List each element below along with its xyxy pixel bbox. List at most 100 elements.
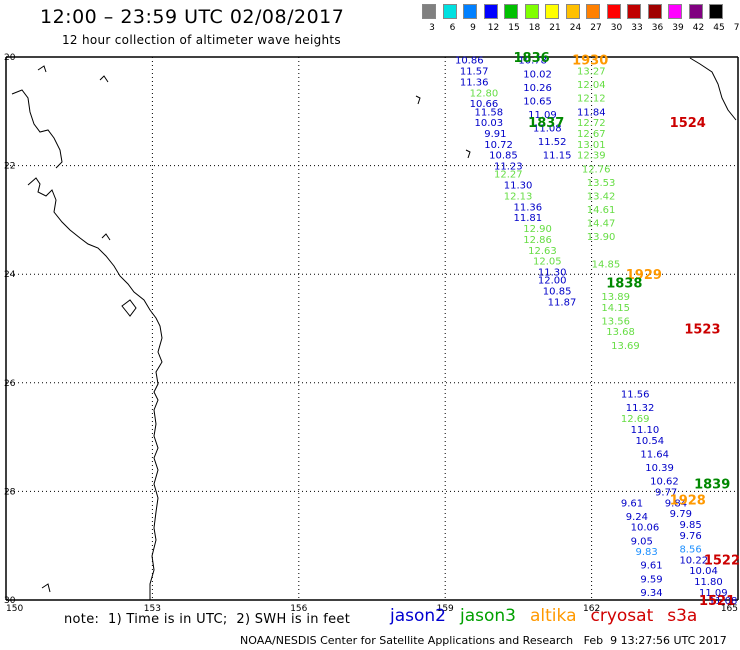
wave-height-value: 10.39: [645, 463, 674, 474]
wave-height-value: 11.08: [533, 124, 562, 135]
lat-tick-label: 20: [4, 53, 16, 63]
coastline-island-4: [101, 233, 111, 241]
wave-height-value: 12.00: [538, 276, 567, 287]
wave-height-value: 10.54: [636, 436, 665, 447]
lat-tick-label: 28: [4, 487, 16, 497]
pass-time-label: 1836: [514, 51, 550, 66]
colorbar-label: 36: [651, 23, 664, 33]
wave-height-value: 11.09: [699, 588, 728, 599]
coastline-island-1: [121, 299, 137, 317]
colorbar-label: 42: [692, 23, 705, 33]
legend-entry-altika: altika: [530, 606, 577, 626]
colorbar-swatch: [463, 4, 477, 19]
wave-height-value: 11.84: [577, 107, 606, 118]
pass-time-label: 1521: [699, 594, 735, 609]
pass-time-label: 1523: [684, 323, 720, 338]
wave-height-value: 12.39: [577, 151, 606, 162]
wave-height-value: 11.58: [474, 107, 503, 118]
wave-height-value: 13.01: [577, 140, 606, 151]
wave-height-value: 11.36: [514, 202, 543, 213]
wave-height-value: 12.12: [577, 94, 606, 105]
colorbar-swatch: [504, 4, 518, 19]
colorbar-label: 30: [610, 23, 623, 33]
wave-height-value: 10.02: [523, 69, 552, 80]
wave-height-value: 10.72: [484, 140, 513, 151]
wave-height-value: 10.22: [679, 555, 708, 566]
wave-height-value: 9.83: [636, 547, 658, 558]
wave-height-value: 12.05: [533, 257, 562, 268]
lat-lon-grid: [5, 56, 739, 601]
wave-height-value: 10.85: [489, 151, 518, 162]
wave-height-value: 12.27: [494, 170, 523, 181]
wave-height-value: 12.67: [577, 129, 606, 140]
legend-entry-cryosat: cryosat: [590, 606, 654, 626]
wave-height-value: 12.86: [523, 235, 552, 246]
wave-height-value: 10.65: [523, 96, 552, 107]
wave-height-value: 10.04: [689, 566, 718, 577]
legend-entry-jason3: jason3: [460, 606, 516, 626]
colorbar-swatch: [627, 4, 641, 19]
wave-height-value: 13.89: [601, 292, 630, 303]
pass-time-label: 1929: [626, 268, 662, 283]
colorbar-swatch: [483, 4, 498, 19]
wave-height-value: 11.10: [631, 425, 660, 436]
colorbar-swatch: [545, 4, 559, 19]
colorbar-label: 3: [429, 23, 435, 33]
lon-tick-label: 150: [6, 604, 23, 614]
colorbar-label: 33: [631, 23, 643, 33]
wave-height-value: 11.80: [694, 577, 723, 588]
pass-time-label: 1838: [606, 276, 642, 291]
wave-height-value: 11.09: [528, 110, 557, 121]
wave-height-value: 9.85: [679, 520, 701, 531]
wave-height-value: 11.30: [504, 181, 533, 192]
wave-height-value: 10.62: [650, 477, 679, 488]
credit-line: NOAA/NESDIS Center for Satellite Applica…: [240, 634, 727, 647]
wave-height-value: 13.69: [611, 341, 640, 352]
colorbar-label: 18: [528, 23, 541, 33]
coastline-island-2: [37, 65, 47, 73]
colorbar-swatch: [668, 4, 682, 19]
colorbar-label: 39: [672, 23, 684, 33]
pass-time-label: 1522: [704, 553, 740, 568]
wave-height-value: 9.59: [640, 574, 662, 585]
pass-time-label: 1837: [528, 116, 564, 131]
wave-height-value: 13.90: [587, 232, 616, 243]
colorbar-swatch: [606, 4, 621, 19]
wave-height-value: 14.85: [592, 259, 621, 270]
colorbar-label: 27: [590, 23, 602, 33]
wave-height-value: 12.76: [582, 164, 611, 175]
wave-height-value: 11.87: [548, 297, 577, 308]
colorbar-swatch: [647, 4, 662, 19]
colorbar-label: 15: [508, 23, 520, 33]
colorbar-label: 21: [549, 23, 561, 33]
wave-height-value: 9.84: [665, 498, 687, 509]
colorbar-label: 70: [733, 23, 740, 33]
wave-height-value: 11.15: [543, 151, 572, 162]
colorbar-label: 6: [449, 23, 456, 33]
lat-tick-label: 30: [4, 596, 16, 606]
colorbar-swatch: [524, 4, 539, 19]
pass-time-label: 1928: [670, 494, 706, 509]
wave-height-value: 11.23: [494, 162, 523, 173]
pass-time-label: 1524: [670, 116, 706, 131]
pass-time-label: 1839: [694, 477, 730, 492]
wave-height-value: 13.53: [587, 178, 616, 189]
wave-height-value: 10.85: [543, 286, 572, 297]
pass-time-label: 1930: [572, 54, 608, 69]
wave-height-value: 9.79: [670, 509, 692, 520]
wave-height-value: 14.15: [601, 303, 630, 314]
coastline-mainland: [27, 177, 163, 600]
lat-tick-label: 26: [4, 379, 16, 389]
coastline-north: [11, 89, 63, 169]
satellite-legend: jason2 jason3 altika cryosat s3a: [390, 606, 711, 626]
colorbar-swatch: [688, 4, 703, 19]
colorbar-swatch: [709, 4, 723, 19]
coastline-island-3: [99, 75, 109, 83]
wave-height-value: 11.36: [460, 77, 489, 88]
wave-height-value: 10.86: [455, 56, 484, 67]
footnote: note: 1) Time is in UTC; 2) SWH is in fe…: [64, 612, 351, 627]
wave-height-value: 11.30: [538, 267, 567, 278]
colorbar-swatch: [586, 4, 600, 19]
wave-height-value: 9.91: [484, 129, 506, 140]
